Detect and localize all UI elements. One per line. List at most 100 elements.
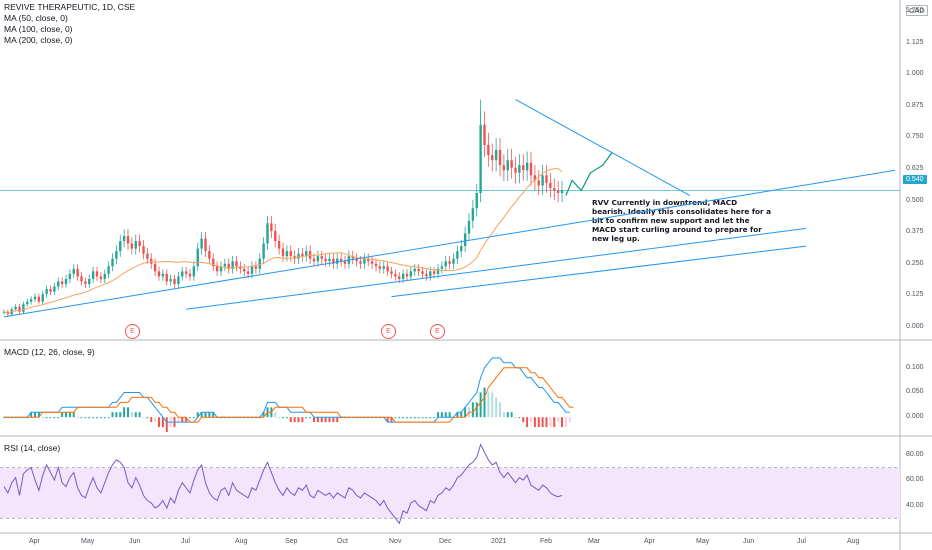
time-tick-label: May [696,538,710,545]
ma100-legend[interactable]: MA (100, close, 0) [4,24,73,34]
macd-histogram-bar [425,417,428,419]
macd-histogram-bar [522,417,525,423]
earnings-marker[interactable]: E [125,324,140,339]
trendline-support [3,169,896,318]
macd-histogram-bar [165,417,168,432]
macd-histogram-bar [390,417,393,423]
currency-badge[interactable]: CAD [906,5,928,16]
macd-histogram-bar [502,412,505,418]
candle-body [134,241,137,249]
candle-body [378,266,382,269]
candle-body [429,271,432,277]
macd-histogram-bar [309,417,312,419]
macd-histogram-bar [285,417,288,419]
macd-histogram-bar [433,417,436,419]
candle-body [336,258,339,264]
ma50-legend[interactable]: MA (50, close, 0) [4,13,68,23]
macd-histogram-bar [45,417,48,419]
candle-body [22,304,25,312]
macd-histogram-bar [514,417,517,419]
candle-body [363,258,366,264]
candle-body [498,150,502,166]
candle-body [122,235,126,242]
macd-histogram-bar [293,417,296,423]
candle-body [84,281,87,284]
macd-histogram-bar [196,412,199,418]
candle-body [277,241,281,249]
macd-histogram-bar [204,412,207,418]
candle-body [487,144,490,156]
macd-histogram-bar [96,417,98,419]
macd-histogram-bar [34,412,36,418]
price-tick-label: 0.875 [906,101,924,109]
candle-body [386,266,389,272]
macd-histogram-bar [297,417,300,423]
macd-histogram-bar [545,417,548,428]
earnings-marker[interactable]: E [381,324,396,339]
macd-histogram-bar [123,407,126,418]
macd-histogram-bar [37,412,40,418]
macd-histogram-bar [526,417,529,428]
candle-body [18,306,21,312]
candle-body [370,261,374,264]
macd-histogram-bar [61,412,64,418]
candle-body [533,175,537,181]
macd-histogram-bar [506,412,509,418]
candle-body [250,266,254,274]
candle-body [444,261,447,267]
candle-body [258,258,261,269]
candle-body [192,266,196,277]
macd-histogram-bar [510,412,513,418]
macd-histogram-bar [103,417,106,419]
time-tick-label: Nov [389,538,402,545]
time-tick-label: May [81,538,95,545]
candle-body [246,271,250,274]
time-tick-label: Feb [540,538,553,545]
rsi-label[interactable]: RSI (14, close) [4,443,61,453]
macd-histogram-bar [479,392,482,418]
candle-body [91,271,95,279]
macd-histogram-bar [84,417,87,419]
candle-body [518,165,521,173]
candle-body [64,278,68,284]
candle-body [95,271,99,277]
macd-histogram-bar [499,402,501,418]
candle-body [560,190,564,194]
price-tick-label: 0.375 [906,228,924,236]
candle-body [522,165,525,171]
candle-body [328,258,331,262]
annotation-text[interactable]: RVV Currently in downtrend, MACD bearish… [592,198,772,243]
candle-body [541,175,544,186]
candle-body [146,253,149,259]
candle-body [297,253,300,259]
candle-body [119,241,122,252]
candle-body [510,160,513,168]
candle-body [359,261,362,264]
candle-body [506,160,509,171]
candle-body [556,190,560,194]
candle-body [115,251,118,259]
macd-histogram-bar [320,417,323,423]
candle-body [332,258,335,264]
price-tick-label: 1.250 [906,7,924,15]
macd-label[interactable]: MACD (12, 26, close, 9) [4,347,95,357]
earnings-marker[interactable]: E [430,324,445,339]
candle-body [181,271,184,277]
macd-histogram-bar [88,417,91,419]
candle-body [537,180,540,186]
macd-histogram-bar [437,412,439,418]
macd-histogram-bar [448,412,451,418]
price-tick-label: 0.000 [906,322,924,330]
macd-histogram-bar [158,417,160,428]
candle-body [208,251,211,259]
candle-body [421,271,424,274]
macd-histogram-bar [406,417,408,419]
macd-histogram-bar [53,417,56,419]
candle-body [212,258,215,267]
candle-body [254,266,258,269]
macd-histogram-bar [41,417,44,419]
candle-body [502,165,506,171]
ma200-legend[interactable]: MA (200, close, 0) [4,35,73,45]
macd-histogram-bar [549,417,552,428]
